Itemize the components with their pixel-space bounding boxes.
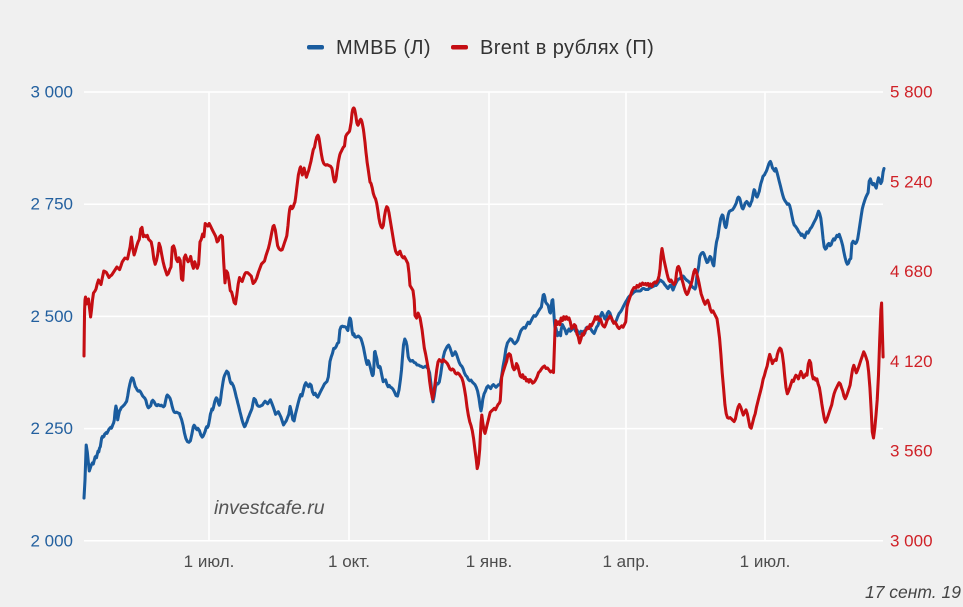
svg-text:5 240: 5 240 bbox=[890, 172, 933, 191]
svg-text:investcafe.ru: investcafe.ru bbox=[214, 497, 325, 519]
svg-text:1 апр.: 1 апр. bbox=[602, 552, 649, 571]
svg-text:4 680: 4 680 bbox=[890, 262, 933, 281]
svg-text:3 560: 3 560 bbox=[890, 442, 933, 461]
svg-text:Brent в рублях (П): Brent в рублях (П) bbox=[480, 37, 654, 59]
svg-text:3 000: 3 000 bbox=[30, 83, 73, 102]
svg-text:1 июл.: 1 июл. bbox=[184, 552, 235, 571]
svg-text:5 800: 5 800 bbox=[890, 83, 933, 102]
svg-text:ММВБ (Л): ММВБ (Л) bbox=[336, 37, 431, 59]
svg-text:2 500: 2 500 bbox=[30, 307, 73, 326]
svg-text:3 000: 3 000 bbox=[890, 531, 933, 550]
svg-text:4 120: 4 120 bbox=[890, 352, 933, 371]
svg-text:1 янв.: 1 янв. bbox=[466, 552, 513, 571]
svg-text:2 000: 2 000 bbox=[30, 531, 73, 550]
svg-text:1 окт.: 1 окт. bbox=[328, 552, 370, 571]
svg-text:2 750: 2 750 bbox=[30, 195, 73, 214]
svg-text:1 июл.: 1 июл. bbox=[740, 552, 791, 571]
svg-text:17 сент. 19: 17 сент. 19 bbox=[865, 582, 961, 602]
svg-text:2 250: 2 250 bbox=[30, 419, 73, 438]
